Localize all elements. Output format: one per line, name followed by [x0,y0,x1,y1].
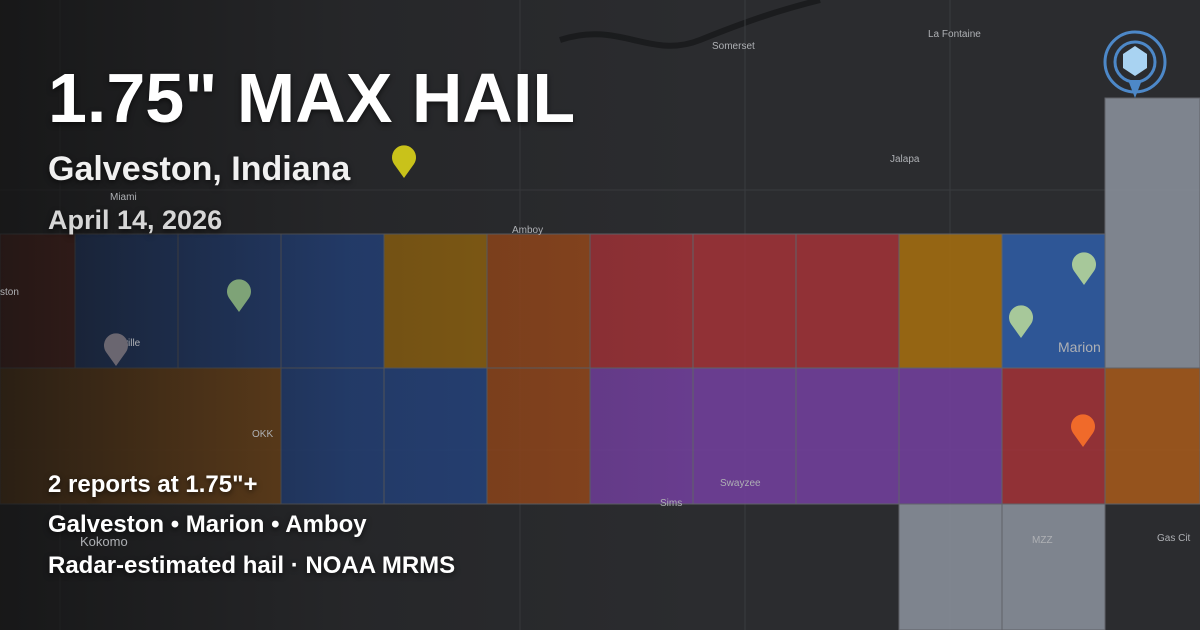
place: Amboy [512,225,543,236]
pins [104,145,1096,447]
text-shade [0,0,700,630]
place: Kokomo [80,534,128,549]
location: Galveston, Indiana [48,150,351,188]
map-labels: Somerset La Fontaine Miami Jalapa Amboy … [0,29,1191,549]
source: Radar-estimated hail · NOAA MRMS [48,552,456,579]
place: Sims [660,498,682,509]
place: OKK [252,429,273,440]
place: Swayzee [720,478,761,489]
pin [1072,252,1096,285]
title: 1.75" MAX HAIL [48,59,576,137]
reports: 2 reports at 1.75"+ [48,471,258,498]
pin [1071,414,1095,447]
place: Jalapa [890,154,920,165]
logo [1103,30,1167,98]
place: Gas Cit [1157,533,1191,544]
pin [391,145,417,178]
place: Miami [110,192,137,203]
place: ston [0,287,19,298]
pin [1009,305,1033,338]
pin [227,279,252,312]
place: La Fontaine [928,29,981,40]
place: MZZ [1032,535,1053,546]
pin [104,333,128,366]
place: Somerset [712,41,755,52]
places: Galveston • Marion • Amboy [48,511,367,538]
place: Marion [1058,339,1101,355]
place: sville [118,338,141,349]
date: April 14, 2026 [48,205,223,235]
